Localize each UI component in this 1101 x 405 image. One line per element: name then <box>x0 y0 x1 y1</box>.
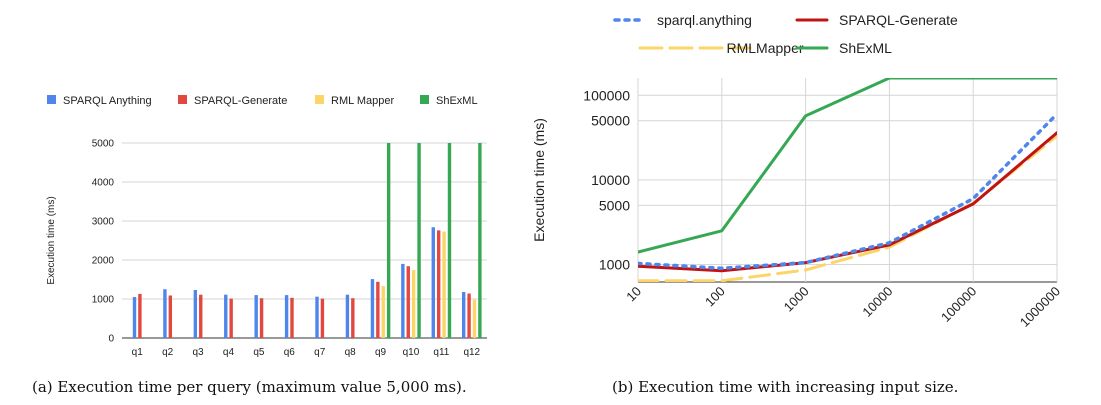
y-tick-label: 1000 <box>599 256 630 272</box>
legend-swatch <box>315 95 324 104</box>
x-tick-label: 10000 <box>859 284 895 320</box>
x-tick-label: 100 <box>702 284 728 310</box>
chart-a-execution-per-query: 0 1000 2000 3000 4000 5000 Execution time (ms)… <box>46 95 487 358</box>
bar <box>431 227 435 338</box>
legend-label: SPARQL-Generate <box>839 12 958 28</box>
bar <box>229 298 233 338</box>
bar <box>386 143 391 338</box>
bar <box>351 298 355 338</box>
legend-swatch <box>47 95 56 104</box>
y-axis-label: Execution time (ms) <box>531 118 547 242</box>
y-tick-label: 1000 <box>92 295 115 306</box>
legend-label: ShExML <box>839 40 892 56</box>
x-tick-label: q7 <box>314 347 326 358</box>
x-tick-label: q1 <box>132 347 144 358</box>
y-tick-label: 5000 <box>92 139 115 150</box>
bar <box>411 270 416 338</box>
x-tick-label: 100000 <box>938 284 979 325</box>
x-tick-label: q6 <box>284 347 296 358</box>
bar <box>254 295 258 338</box>
bar <box>259 298 264 338</box>
y-tick-label: 5000 <box>599 197 630 213</box>
legend-label: RML Mapper <box>331 95 395 107</box>
x-tick-label: 1000 <box>781 284 812 315</box>
bar <box>224 294 228 338</box>
bar <box>406 266 410 338</box>
x-tick-label: q4 <box>223 347 235 358</box>
x-tick-label: 10 <box>623 284 644 305</box>
x-tick-label: q11 <box>433 347 449 358</box>
chart-b-execution-by-input-size: 10 100 1000 10000 100000 1000000 1000 5000 10000… <box>531 12 1063 330</box>
bar <box>478 143 482 338</box>
bar <box>376 281 380 338</box>
legend-label: SPARQL Anything <box>63 95 152 107</box>
y-tick-label: 3000 <box>92 217 115 228</box>
y-tick-label: 10000 <box>591 172 630 188</box>
y-tick-label: 50000 <box>591 113 630 129</box>
series-line <box>638 131 1057 273</box>
x-tick-label: q12 <box>463 347 480 358</box>
caption-a: (a) Execution time per query (maximum va… <box>32 378 467 396</box>
legend-label: sparql.anything <box>657 12 752 28</box>
bar <box>472 299 477 338</box>
bar <box>461 291 466 338</box>
y-tick-label: 100000 <box>583 87 630 103</box>
bar <box>447 143 452 338</box>
y-tick-label: 0 <box>108 334 114 345</box>
x-tick-label: 1000000 <box>1017 284 1063 330</box>
series-line <box>638 112 1057 271</box>
bar <box>290 297 294 338</box>
caption-b: (b) Execution time with increasing input… <box>612 378 958 396</box>
bar <box>401 263 405 338</box>
bar <box>168 295 173 338</box>
bar <box>193 290 198 338</box>
legend-label: SPARQL-Generate <box>194 95 287 107</box>
legend-swatch <box>420 95 429 104</box>
y-tick-label: 4000 <box>92 178 115 189</box>
bar <box>199 294 203 338</box>
x-tick-label: q3 <box>192 347 204 358</box>
bar <box>138 293 142 338</box>
bar <box>132 297 137 338</box>
y-axis-label: Execution time (ms) <box>46 196 57 284</box>
series-line <box>638 134 1057 282</box>
bar <box>345 294 350 338</box>
x-tick-label: q2 <box>162 347 174 358</box>
legend-label: RMLMapper <box>726 40 803 56</box>
bar <box>163 289 167 338</box>
legend-label: ShExML <box>436 95 478 107</box>
bar <box>381 286 385 338</box>
x-tick-label: q9 <box>375 347 387 358</box>
x-tick-label: q8 <box>345 347 357 358</box>
bar <box>284 295 289 338</box>
series-line <box>638 78 1057 254</box>
x-tick-label: q5 <box>253 347 265 358</box>
bar <box>467 293 471 338</box>
y-tick-label: 2000 <box>92 256 115 267</box>
bar <box>442 231 446 338</box>
bar <box>436 230 441 338</box>
bar <box>370 279 375 338</box>
bar <box>315 296 319 338</box>
bar <box>320 298 325 338</box>
x-tick-label: q10 <box>403 347 420 358</box>
bar <box>417 143 421 338</box>
legend-swatch <box>178 95 187 104</box>
